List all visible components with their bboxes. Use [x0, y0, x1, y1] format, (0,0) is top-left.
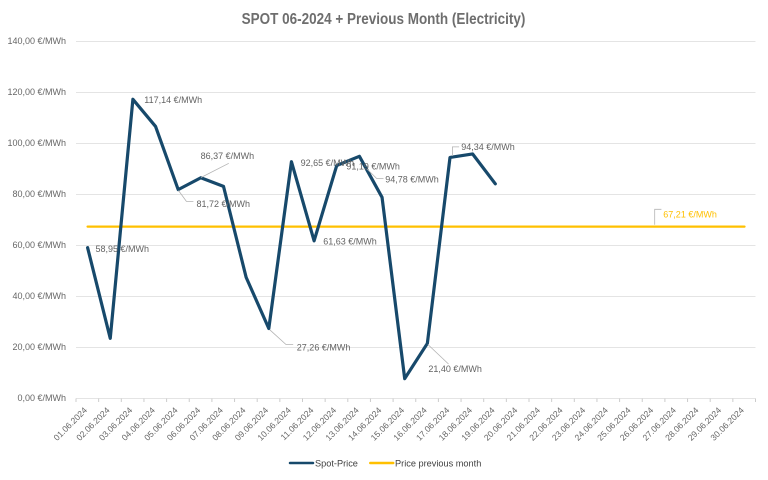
svg-text:100,00 €/MWh: 100,00 €/MWh [7, 138, 66, 148]
svg-text:94,78 €/MWh: 94,78 €/MWh [385, 174, 439, 184]
svg-text:120,00 €/MWh: 120,00 €/MWh [7, 87, 66, 97]
svg-text:60,00 €/MWh: 60,00 €/MWh [12, 240, 66, 250]
svg-text:92,65 €/MWh: 92,65 €/MWh [301, 158, 355, 168]
svg-text:86,37 €/MWh: 86,37 €/MWh [201, 151, 255, 161]
svg-text:67,21 €/MWh: 67,21 €/MWh [663, 210, 717, 220]
svg-text:20,00 €/MWh: 20,00 €/MWh [12, 342, 66, 352]
svg-text:SPOT 06-2024 + Previous Month: SPOT 06-2024 + Previous Month (Electrici… [242, 11, 526, 28]
svg-text:21,40 €/MWh: 21,40 €/MWh [428, 364, 482, 374]
svg-text:Price previous month: Price previous month [395, 459, 481, 469]
svg-text:140,00 €/MWh: 140,00 €/MWh [7, 36, 66, 46]
svg-text:27,26 €/MWh: 27,26 €/MWh [297, 342, 351, 352]
svg-text:0,00 €/MWh: 0,00 €/MWh [17, 393, 66, 403]
svg-text:40,00 €/MWh: 40,00 €/MWh [12, 291, 66, 301]
svg-text:94,34 €/MWh: 94,34 €/MWh [461, 142, 515, 152]
svg-text:58,95 €/MWh: 58,95 €/MWh [96, 244, 150, 254]
svg-text:61,63 €/MWh: 61,63 €/MWh [323, 236, 377, 246]
svg-text:80,00 €/MWh: 80,00 €/MWh [12, 189, 66, 199]
svg-text:117,14 €/MWh: 117,14 €/MWh [144, 95, 202, 105]
svg-text:81,72 €/MWh: 81,72 €/MWh [197, 199, 251, 209]
svg-text:Spot-Price: Spot-Price [315, 459, 358, 469]
svg-text:91,19 €/MWh: 91,19 €/MWh [346, 162, 400, 172]
